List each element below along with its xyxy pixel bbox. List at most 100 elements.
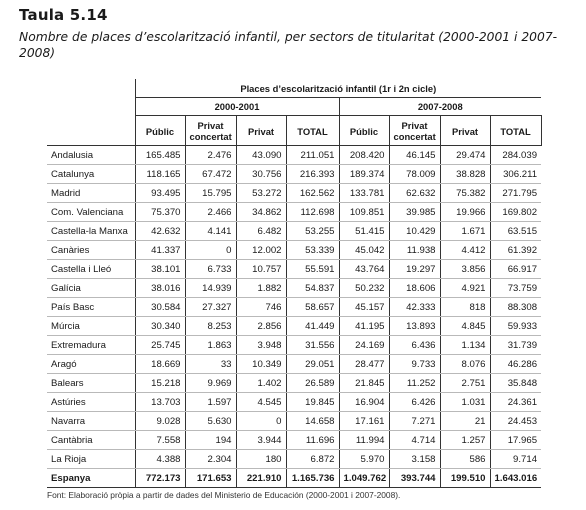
row-label: País Basc [47,297,136,317]
table-cell: 34.862 [236,202,287,222]
table-cell: 38.101 [135,259,186,279]
table-cell: 45.042 [339,240,390,260]
table-cell: 58.657 [286,297,340,317]
table-cell: 211.051 [286,145,340,165]
table-row: Aragó 18.669 33 10.349 29.051 28.477 9.733 8.07… [47,354,542,374]
table-cell: 1.882 [236,278,287,298]
table-cell: 7.558 [135,430,186,450]
table-cell: 133.781 [339,183,390,203]
table-cell: 10.757 [236,259,287,279]
table-cell: 18.669 [135,354,186,374]
table-cell: 13.893 [389,316,441,336]
table-cell: 5.970 [339,449,390,469]
table-cell: 306.211 [490,164,542,184]
table-cell: 19.966 [440,202,491,222]
table-cell: 0 [185,240,237,260]
row-label: Extremadura [47,335,136,355]
table-cell: 1.031 [440,392,491,412]
table-cell: 35.848 [490,373,542,393]
row-label: Madrid [47,183,136,203]
table-cell: 4.388 [135,449,186,469]
table-cell: 25.745 [135,335,186,355]
period-header-2000: 2000-2001 [135,97,340,116]
table-row: Astúries 13.703 1.597 4.545 19.845 16.904 6.42… [47,392,542,412]
table-cell: 2.466 [185,202,237,222]
table-cell: 208.420 [339,145,390,165]
table-cell: 4.412 [440,240,491,260]
table-cell: 171.653 [185,468,237,488]
table-cell: 21 [440,411,491,431]
table-cell: 6.436 [389,335,441,355]
table-cell: 53.339 [286,240,340,260]
table-cell: 19.297 [389,259,441,279]
table-subtitle: Nombre de places d’escolarització infant… [19,30,558,60]
table-cell: 75.370 [135,202,186,222]
table-cell: 6.426 [389,392,441,412]
table-row: Catalunya 118.165 67.472 30.756 216.393 189.3… [47,164,542,184]
table-cell: 10.429 [389,221,441,241]
table-cell: 78.009 [389,164,441,184]
row-label: Galícia [47,278,136,298]
table-cell: 42.632 [135,221,186,241]
table-cell: 169.802 [490,202,542,222]
table-cell: 53.255 [286,221,340,241]
header-blank [47,115,136,146]
table-cell: 11.938 [389,240,441,260]
table-cell: 61.392 [490,240,542,260]
table-cell: 53.272 [236,183,287,203]
table-row: Cantàbria 7.558 194 3.944 11.696 11.994 4.714 1… [47,430,542,450]
table-cell: 41.449 [286,316,340,336]
table-cell: 28.477 [339,354,390,374]
table-cell: 30.584 [135,297,186,317]
table-cell: 6.733 [185,259,237,279]
table-cell: 2.751 [440,373,491,393]
header-blank [47,79,136,98]
column-header: Públic [135,115,186,146]
table-row: Madrid 93.495 15.795 53.272 162.562 133.781 62… [47,183,542,203]
table-cell: 14.939 [185,278,237,298]
table-cell: 1.671 [440,221,491,241]
table-cell: 30.756 [236,164,287,184]
period-header-2007: 2007-2008 [339,97,542,116]
table-row: Balears 15.218 9.969 1.402 26.589 21.845 11.25… [47,373,542,393]
table-cell: 3.856 [440,259,491,279]
table-cell: 1.643.016 [490,468,542,488]
table-cell: 33 [185,354,237,374]
table-cell: 818 [440,297,491,317]
table-cell: 59.933 [490,316,542,336]
column-header: TOTAL [490,115,542,146]
table-cell: 30.340 [135,316,186,336]
table-cell: 3.948 [236,335,287,355]
table-cell: 24.169 [339,335,390,355]
table-row: Múrcia 30.340 8.253 2.856 41.449 41.195 13.893… [47,316,542,336]
table-cell: 1.402 [236,373,287,393]
table-row: País Basc 30.584 27.327 746 58.657 45.157 42.3… [47,297,542,317]
table-cell: 29.474 [440,145,491,165]
table-cell: 11.994 [339,430,390,450]
table-cell: 21.845 [339,373,390,393]
table-cell: 73.759 [490,278,542,298]
table-cell: 5.630 [185,411,237,431]
table-cell: 1.165.736 [286,468,340,488]
footnote: Font: Elaboració pròpia a partir de dade… [47,490,401,500]
table-cell: 24.453 [490,411,542,431]
table-cell: 41.337 [135,240,186,260]
table-cell: 4.714 [389,430,441,450]
total-row: Espanya 772.173 171.653 221.910 1.165.736 1.0… [47,468,542,488]
column-header: Privat [236,115,287,146]
row-label: Espanya [47,468,136,488]
table-cell: 10.349 [236,354,287,374]
table-cell: 9.714 [490,449,542,469]
table-cell: 1.597 [185,392,237,412]
table-cell: 284.039 [490,145,542,165]
table-cell: 42.333 [389,297,441,317]
table-cell: 11.696 [286,430,340,450]
table-cell: 19.845 [286,392,340,412]
group-header: Places d’escolarització infantil (1r i 2… [135,79,542,98]
table-cell: 88.308 [490,297,542,317]
table-cell: 746 [236,297,287,317]
table-cell: 199.510 [440,468,491,488]
table-cell: 43.764 [339,259,390,279]
row-label: Canàries [47,240,136,260]
table-cell: 216.393 [286,164,340,184]
